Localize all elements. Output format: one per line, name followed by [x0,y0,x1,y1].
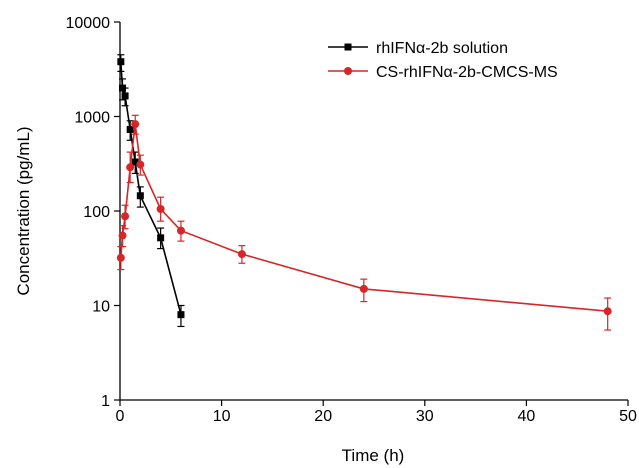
y-tick-label: 1 [101,393,110,410]
legend-label: rhIFNα-2b solution [376,40,508,57]
data-point [156,204,165,213]
y-axis-label: Concentration (pg/mL) [14,126,33,295]
x-axis-label: Time (h) [342,446,405,465]
x-tick-label: 20 [314,408,332,425]
data-point [157,234,165,242]
x-tick-label: 10 [213,408,231,425]
y-tick-label: 10000 [66,15,111,32]
data-point [359,284,368,293]
series-2 [116,114,612,331]
data-point [237,250,246,259]
x-tick-label: 30 [416,408,434,425]
data-point [131,120,140,129]
data-point [136,192,144,200]
data-point [118,231,127,240]
data-point [121,92,129,100]
x-tick-label: 40 [518,408,536,425]
data-point [126,163,135,172]
legend-label: CS-rhIFNα-2b-CMCS-MS [376,64,558,81]
x-tick-label: 50 [619,408,637,425]
y-tick-label: 100 [83,204,110,221]
legend-marker [344,43,352,51]
data-point [131,158,139,166]
y-tick-label: 1000 [74,110,110,127]
ticks: 0 10 20 30 40 50 1 10 100 1000 10000 [66,15,638,425]
y-tick-label: 10 [92,299,110,316]
data-point [126,125,134,133]
x-tick-label: 0 [116,408,125,425]
data-point [116,253,125,262]
legend-marker [344,67,352,75]
series-layer [116,54,612,331]
legend: rhIFNα-2b solution CS-rhIFNα-2b-CMCS-MS [328,40,558,81]
data-point [176,226,185,235]
data-point [117,58,125,66]
data-point [603,307,612,316]
data-point [136,160,145,169]
data-point [177,311,185,319]
data-point [121,212,130,221]
